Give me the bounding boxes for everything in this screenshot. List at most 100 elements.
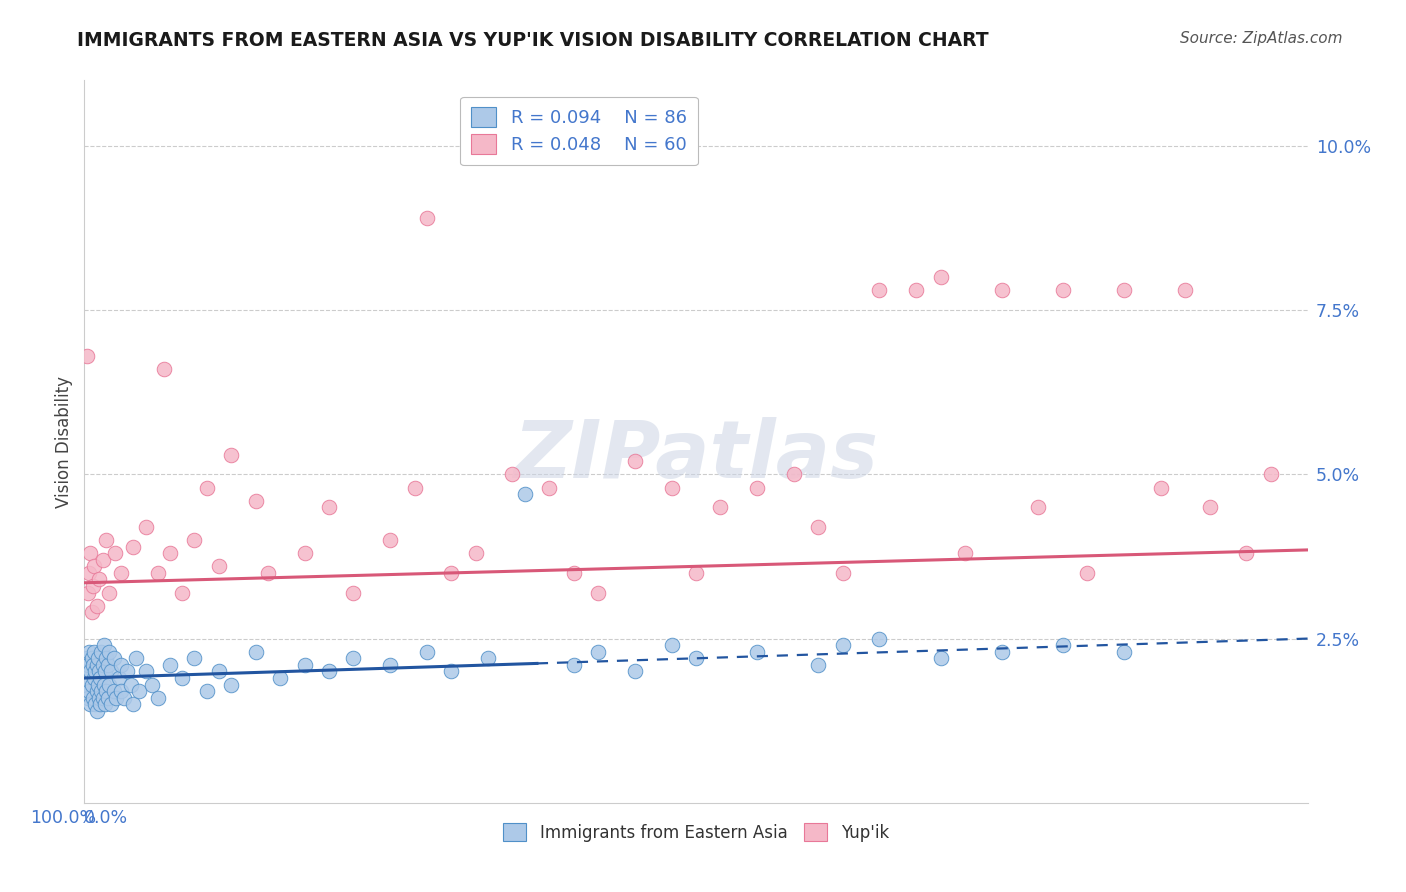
Point [869, 284, 891, 298]
Point [294, 657, 316, 672]
Point [87, 665, 110, 679]
Point [1260, 467, 1282, 482]
Point [90, 684, 112, 698]
Point [538, 481, 561, 495]
Point [831, 638, 853, 652]
Point [685, 566, 707, 580]
Point [1114, 645, 1136, 659]
Text: IMMIGRANTS FROM EASTERN ASIA VS YUP'IK VISION DISABILITY CORRELATION CHART: IMMIGRANTS FROM EASTERN ASIA VS YUP'IK V… [77, 31, 988, 50]
Point [89, 671, 111, 685]
Point [87, 690, 110, 705]
Point [82, 657, 104, 672]
Point [86, 684, 108, 698]
Point [586, 585, 609, 599]
Point [77, 690, 100, 705]
Point [146, 566, 169, 580]
Point [464, 546, 486, 560]
Point [747, 481, 769, 495]
Point [172, 671, 194, 685]
Point [183, 533, 205, 547]
Point [76, 651, 98, 665]
Point [953, 546, 976, 560]
Point [624, 665, 647, 679]
Point [502, 467, 524, 482]
Point [183, 651, 205, 665]
Point [172, 585, 194, 599]
Point [86, 657, 108, 672]
Point [100, 665, 122, 679]
Point [624, 454, 647, 468]
Point [79, 546, 101, 560]
Point [79, 665, 101, 679]
Text: ZIPatlas: ZIPatlas [513, 417, 879, 495]
Point [1174, 284, 1197, 298]
Point [807, 657, 830, 672]
Point [91, 657, 114, 672]
Point [991, 284, 1014, 298]
Point [104, 546, 127, 560]
Point [97, 645, 120, 659]
Point [1236, 546, 1258, 560]
Point [709, 500, 731, 515]
Point [219, 448, 242, 462]
Point [91, 690, 114, 705]
Point [1052, 638, 1074, 652]
Legend: Immigrants from Eastern Asia, Yup'ik: Immigrants from Eastern Asia, Yup'ik [496, 817, 896, 848]
Point [869, 632, 891, 646]
Point [685, 651, 707, 665]
Point [105, 690, 128, 705]
Point [110, 566, 132, 580]
Point [122, 698, 145, 712]
Point [135, 665, 157, 679]
Point [80, 651, 103, 665]
Point [87, 651, 110, 665]
Point [195, 684, 218, 698]
Point [128, 684, 150, 698]
Point [107, 671, 129, 685]
Point [125, 651, 148, 665]
Point [245, 493, 267, 508]
Point [294, 546, 316, 560]
Point [318, 500, 340, 515]
Point [991, 645, 1014, 659]
Point [562, 657, 585, 672]
Point [1114, 284, 1136, 298]
Point [783, 467, 806, 482]
Point [380, 657, 402, 672]
Point [440, 665, 463, 679]
Point [929, 651, 952, 665]
Point [103, 651, 125, 665]
Point [80, 677, 103, 691]
Point [1150, 481, 1173, 495]
Point [84, 665, 107, 679]
Point [269, 671, 291, 685]
Point [93, 638, 115, 652]
Point [404, 481, 426, 495]
Point [195, 481, 218, 495]
Point [82, 690, 104, 705]
Point [159, 657, 181, 672]
Point [103, 684, 125, 698]
Point [76, 665, 98, 679]
Point [807, 520, 830, 534]
Point [477, 651, 499, 665]
Point [416, 211, 439, 226]
Point [79, 698, 101, 712]
Point [318, 665, 340, 679]
Point [342, 585, 364, 599]
Point [115, 665, 138, 679]
Point [96, 651, 118, 665]
Point [135, 520, 157, 534]
Point [90, 645, 112, 659]
Point [87, 677, 110, 691]
Point [94, 698, 117, 712]
Point [97, 657, 120, 672]
Point [93, 677, 115, 691]
Point [77, 684, 100, 698]
Point [1028, 500, 1050, 515]
Point [110, 657, 132, 672]
Point [96, 684, 118, 698]
Point [905, 284, 928, 298]
Point [83, 645, 105, 659]
Point [122, 540, 145, 554]
